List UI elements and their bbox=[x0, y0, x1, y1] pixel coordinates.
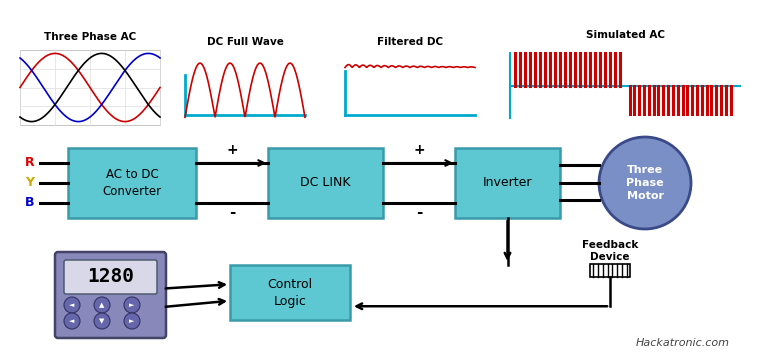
Text: Feedback
Device: Feedback Device bbox=[582, 240, 638, 262]
Text: ▲: ▲ bbox=[99, 302, 104, 308]
Bar bbox=[590, 264, 630, 277]
Text: +: + bbox=[413, 143, 425, 157]
Text: Control
Logic: Control Logic bbox=[267, 277, 313, 308]
Text: ◄: ◄ bbox=[69, 318, 74, 324]
FancyBboxPatch shape bbox=[268, 148, 383, 218]
Text: ►: ► bbox=[129, 302, 134, 308]
Bar bbox=[20, 50, 160, 125]
Text: Three
Phase
Motor: Three Phase Motor bbox=[626, 165, 664, 201]
Circle shape bbox=[64, 313, 80, 329]
Text: ►: ► bbox=[129, 318, 134, 324]
FancyBboxPatch shape bbox=[230, 265, 350, 320]
FancyBboxPatch shape bbox=[68, 148, 196, 218]
Circle shape bbox=[64, 297, 80, 313]
Text: Filtered DC: Filtered DC bbox=[377, 37, 443, 47]
Text: +: + bbox=[227, 143, 238, 157]
Text: -: - bbox=[415, 205, 422, 220]
Text: DC LINK: DC LINK bbox=[300, 176, 351, 189]
Text: Inverter: Inverter bbox=[483, 176, 532, 189]
Text: Hackatronic.com: Hackatronic.com bbox=[636, 338, 730, 348]
Text: -: - bbox=[229, 205, 235, 220]
Text: ◄: ◄ bbox=[69, 302, 74, 308]
Text: 1280: 1280 bbox=[87, 267, 134, 286]
Text: AC to DC
Converter: AC to DC Converter bbox=[102, 168, 161, 198]
Text: DC Full Wave: DC Full Wave bbox=[207, 37, 283, 47]
Circle shape bbox=[124, 297, 140, 313]
Circle shape bbox=[599, 137, 691, 229]
Text: Y: Y bbox=[25, 176, 35, 189]
Text: ▼: ▼ bbox=[99, 318, 104, 324]
Text: Three Phase AC: Three Phase AC bbox=[44, 32, 136, 42]
FancyBboxPatch shape bbox=[55, 252, 166, 338]
Circle shape bbox=[124, 313, 140, 329]
Circle shape bbox=[94, 313, 110, 329]
FancyBboxPatch shape bbox=[64, 260, 157, 294]
Text: B: B bbox=[25, 197, 35, 209]
Circle shape bbox=[94, 297, 110, 313]
Text: R: R bbox=[25, 156, 35, 169]
Text: Simulated AC: Simulated AC bbox=[585, 30, 664, 40]
FancyBboxPatch shape bbox=[455, 148, 560, 218]
